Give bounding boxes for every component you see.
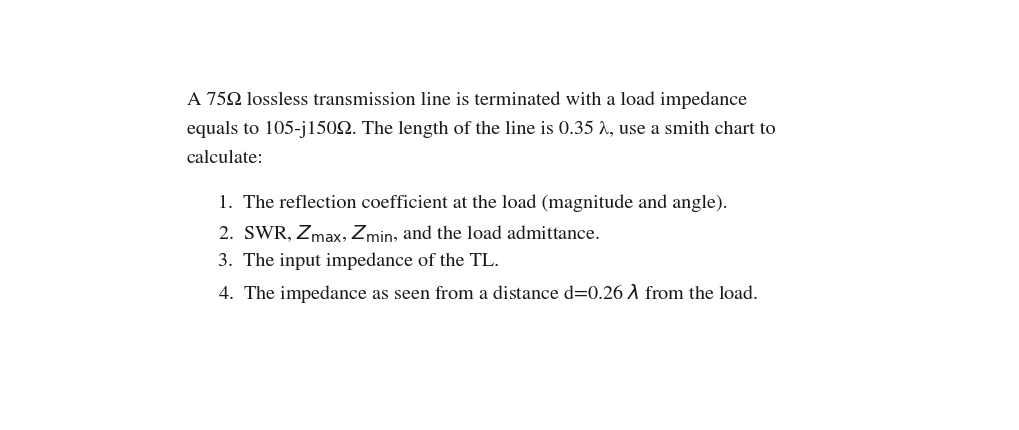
Text: 2.  SWR, $Z_{\rm max}$, $Z_{\rm min}$, and the load admittance.: 2. SWR, $Z_{\rm max}$, $Z_{\rm min}$, an… — [218, 223, 600, 244]
Text: A 75Ω lossless transmission line is terminated with a load impedance: A 75Ω lossless transmission line is term… — [186, 91, 747, 109]
Text: 4.  The impedance as seen from a distance d=0.26 $\lambda$ from the load.: 4. The impedance as seen from a distance… — [218, 281, 759, 304]
Text: equals to 105-j150Ω. The length of the line is 0.35 λ, use a smith chart to: equals to 105-j150Ω. The length of the l… — [186, 120, 775, 138]
Text: calculate:: calculate: — [186, 150, 264, 167]
Text: 3.  The input impedance of the TL.: 3. The input impedance of the TL. — [218, 252, 499, 270]
Text: 1.  The reflection coefficient at the load (magnitude and angle).: 1. The reflection coefficient at the loa… — [218, 194, 728, 211]
